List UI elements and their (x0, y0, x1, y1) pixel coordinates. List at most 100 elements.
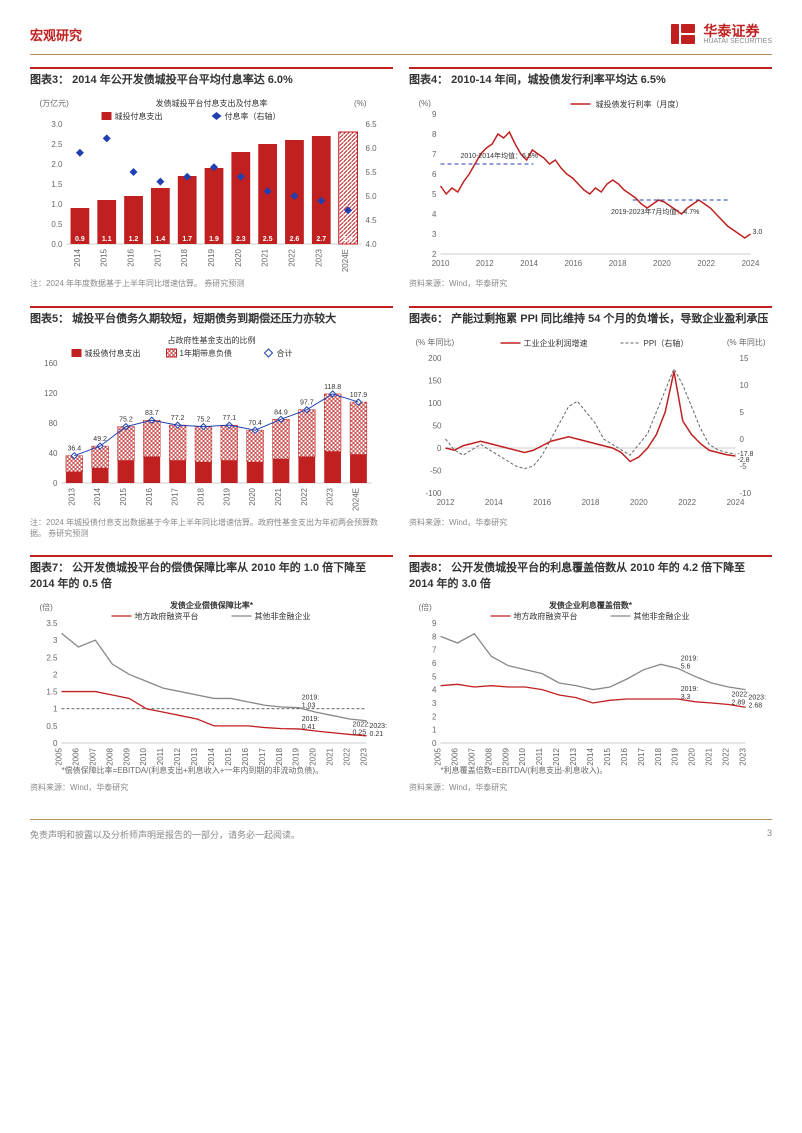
svg-text:3: 3 (53, 636, 58, 645)
svg-text:2020: 2020 (653, 259, 671, 268)
svg-text:2.89: 2.89 (732, 700, 746, 707)
svg-text:工业企业利润增速: 工业企业利润增速 (524, 338, 588, 348)
svg-text:2022:: 2022: (353, 722, 371, 729)
svg-text:2010: 2010 (139, 748, 148, 766)
chart5-title: 图表5： 城投平台债务久期较短，短期债务到期偿还压力亦较大 (30, 306, 393, 327)
svg-text:8: 8 (432, 130, 437, 139)
svg-text:(%): (%) (419, 99, 432, 108)
svg-text:2019:: 2019: (681, 686, 699, 693)
svg-text:2020: 2020 (630, 498, 648, 507)
svg-text:城投债付息支出: 城投债付息支出 (85, 348, 141, 358)
svg-text:1.1: 1.1 (102, 236, 112, 243)
svg-text:2012: 2012 (173, 748, 182, 766)
svg-text:50: 50 (433, 421, 442, 430)
svg-text:0.0: 0.0 (51, 240, 63, 249)
chart-grid: 图表3： 2014 年公开发债城投平台平均付息率达 6.0% (万亿元)(%)发… (30, 67, 772, 799)
svg-text:合计: 合计 (277, 348, 293, 358)
svg-text:6: 6 (432, 659, 437, 668)
svg-text:6: 6 (432, 170, 437, 179)
svg-text:2014: 2014 (207, 748, 216, 766)
svg-text:0.41: 0.41 (302, 724, 316, 731)
svg-text:2023: 2023 (360, 748, 369, 766)
svg-text:2012: 2012 (437, 498, 455, 507)
svg-text:2020: 2020 (248, 487, 257, 505)
brand-name-en: HUATAI SECURITIES (703, 38, 772, 45)
svg-text:1.5: 1.5 (51, 180, 63, 189)
svg-text:2006: 2006 (71, 748, 80, 766)
svg-text:4: 4 (432, 210, 437, 219)
svg-text:5: 5 (432, 190, 437, 199)
svg-text:城投付息支出: 城投付息支出 (115, 111, 163, 121)
svg-text:2020: 2020 (234, 249, 243, 267)
svg-text:2019-2023年7月均值：4.7%: 2019-2023年7月均值：4.7% (611, 207, 699, 216)
svg-text:2019:: 2019: (681, 655, 699, 662)
svg-text:2.3: 2.3 (236, 236, 246, 243)
svg-text:2015: 2015 (100, 249, 109, 267)
svg-text:2006: 2006 (450, 748, 459, 766)
svg-text:2022: 2022 (287, 249, 296, 267)
svg-text:2.5: 2.5 (263, 236, 273, 243)
svg-text:77.1: 77.1 (222, 415, 236, 422)
svg-text:地方政府融资平台: 地方政府融资平台 (514, 611, 578, 621)
brand-name: 华泰证券 (703, 24, 772, 38)
svg-text:2: 2 (53, 671, 58, 680)
svg-text:2005: 2005 (434, 748, 443, 766)
svg-text:2018: 2018 (582, 498, 600, 507)
svg-text:其他非金融企业: 其他非金融企业 (255, 611, 311, 621)
svg-text:15: 15 (740, 354, 749, 363)
svg-text:*偿债保障比率=EBITDA/(利息支出+利息收入+一年内到: *偿债保障比率=EBITDA/(利息支出+利息收入+一年内到期的非流动负债)。 (62, 765, 324, 775)
svg-text:(倍): (倍) (40, 602, 54, 612)
svg-text:2018: 2018 (609, 259, 627, 268)
svg-text:97.7: 97.7 (300, 400, 314, 407)
svg-text:0: 0 (432, 739, 437, 748)
svg-text:0.21: 0.21 (370, 731, 384, 738)
svg-text:2017: 2017 (153, 249, 162, 267)
svg-text:2019: 2019 (292, 748, 301, 766)
svg-text:3.0: 3.0 (753, 229, 763, 236)
svg-text:2.5: 2.5 (46, 653, 58, 662)
chart3-note: 注：2024 年年度数据基于上半年同比增速估算。 券研究预测 (30, 278, 393, 289)
chart8-note: 资料来源：Wind，华泰研究 (409, 782, 772, 793)
svg-text:2016: 2016 (564, 259, 582, 268)
svg-text:2009: 2009 (501, 748, 510, 766)
svg-text:3: 3 (432, 230, 437, 239)
svg-text:2013: 2013 (67, 487, 76, 505)
svg-text:2022: 2022 (300, 487, 309, 505)
svg-text:2010-2014年均值：6.5%: 2010-2014年均值：6.5% (461, 151, 538, 160)
svg-text:9: 9 (432, 110, 437, 119)
svg-text:2009: 2009 (122, 748, 131, 766)
svg-text:120: 120 (44, 389, 58, 398)
svg-text:2.7: 2.7 (316, 236, 326, 243)
svg-text:2.68: 2.68 (749, 702, 763, 709)
svg-text:2: 2 (432, 250, 437, 259)
chart4-title: 图表4： 2010-14 年间，城投债发行利率平均达 6.5% (409, 67, 772, 88)
chart8-title: 图表8： 公开发债城投平台的利息覆盖倍数从 2010 年的 4.2 倍下降至 2… (409, 555, 772, 592)
svg-text:0: 0 (53, 739, 58, 748)
svg-text:(倍): (倍) (419, 602, 433, 612)
svg-text:2019:: 2019: (302, 695, 320, 702)
svg-text:(% 年同比): (% 年同比) (416, 337, 455, 347)
svg-text:2012: 2012 (552, 748, 561, 766)
footer-disclaimer: 免责声明和披露以及分析师声明是报告的一部分，请务必一起阅读。 (30, 828, 300, 841)
svg-text:2018: 2018 (180, 249, 189, 267)
chart7-cell: 图表7： 公开发债城投平台的偿债保障比率从 2010 年的 1.0 倍下降至 2… (30, 555, 393, 793)
svg-text:1.9: 1.9 (209, 236, 219, 243)
svg-text:2.5: 2.5 (51, 140, 63, 149)
svg-text:2016: 2016 (533, 498, 551, 507)
svg-text:3: 3 (432, 699, 437, 708)
chart3-plot: (万亿元)(%)发债城投平台付息支出及付息率城投付息支出付息率（右轴）0.00.… (30, 94, 393, 274)
svg-text:2022:: 2022: (732, 692, 750, 699)
svg-text:2019:: 2019: (302, 716, 320, 723)
svg-text:84.9: 84.9 (274, 409, 288, 416)
svg-text:3.5: 3.5 (46, 619, 58, 628)
svg-text:1: 1 (432, 726, 437, 735)
svg-text:2.8: 2.8 (343, 236, 353, 243)
chart8-cell: 图表8： 公开发债城投平台的利息覆盖倍数从 2010 年的 4.2 倍下降至 2… (409, 555, 772, 793)
svg-text:2014: 2014 (73, 249, 82, 267)
svg-text:100: 100 (428, 399, 442, 408)
svg-text:75.2: 75.2 (119, 417, 133, 424)
svg-text:2019: 2019 (671, 748, 680, 766)
svg-text:2019: 2019 (207, 249, 216, 267)
svg-text:2011: 2011 (535, 748, 544, 766)
svg-text:80: 80 (49, 419, 58, 428)
